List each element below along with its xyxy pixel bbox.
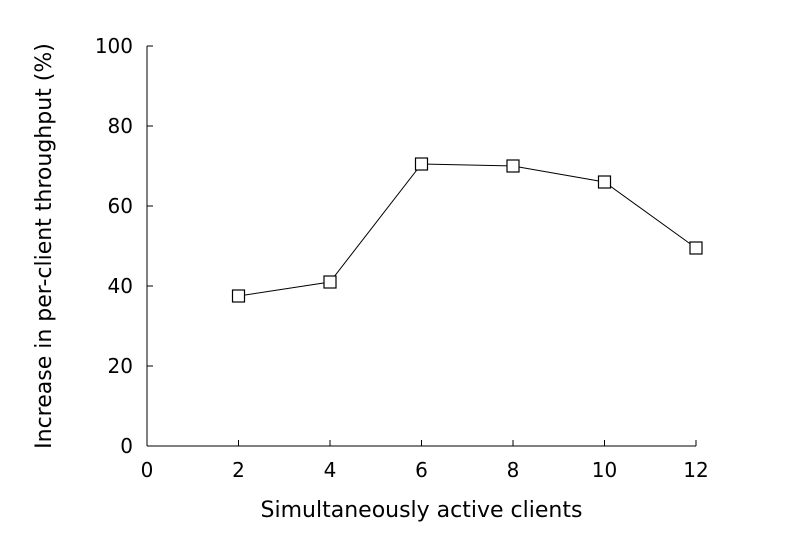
data-point-marker <box>689 241 703 255</box>
x-tick-label: 10 <box>592 458 617 482</box>
x-axis-ticks: 0 2 4 6 8 10 12 <box>141 440 709 482</box>
x-tick-label: 2 <box>232 458 245 482</box>
y-tick-label: 60 <box>108 194 133 218</box>
series-group <box>231 157 703 303</box>
series-line <box>238 163 697 297</box>
data-point-marker <box>597 175 612 189</box>
axes <box>146 46 696 447</box>
data-point-marker <box>414 157 429 171</box>
data-point-marker <box>506 159 520 173</box>
y-axis-title: Increase in per-client throughput (%) <box>32 43 57 449</box>
y-tick-label: 20 <box>108 354 133 378</box>
y-tick-label: 0 <box>120 434 133 458</box>
y-tick-label: 80 <box>108 114 133 138</box>
x-tick-label: 0 <box>141 458 154 482</box>
y-tick-label: 40 <box>108 274 133 298</box>
x-tick-label: 8 <box>507 458 520 482</box>
data-point-marker <box>231 289 246 303</box>
x-tick-label: 6 <box>415 458 428 482</box>
y-axis-ticks: 0 20 40 60 80 100 <box>95 34 153 458</box>
y-tick-label: 100 <box>95 34 133 58</box>
x-tick-label: 12 <box>683 458 708 482</box>
x-axis-title: Simultaneously active clients <box>261 498 583 523</box>
x-tick-label: 4 <box>324 458 337 482</box>
data-point-marker <box>323 275 337 289</box>
